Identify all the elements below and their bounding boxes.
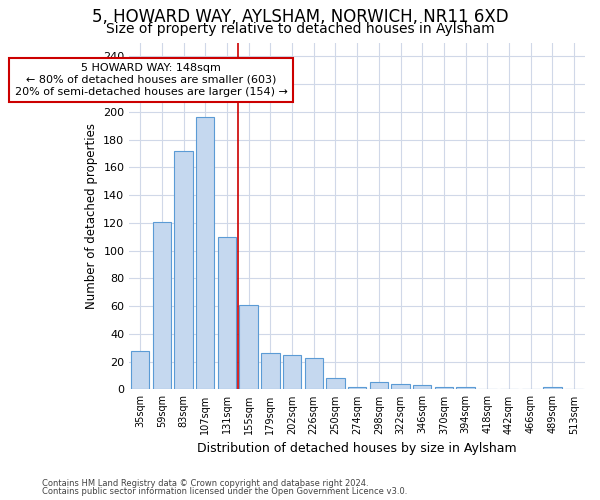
Bar xyxy=(152,222,171,390)
Text: 5 HOWARD WAY: 148sqm
← 80% of detached houses are smaller (603)
20% of semi-deta: 5 HOWARD WAY: 148sqm ← 80% of detached h… xyxy=(14,64,287,96)
Bar xyxy=(391,384,410,390)
Y-axis label: Number of detached properties: Number of detached properties xyxy=(85,123,98,309)
Bar xyxy=(413,386,431,390)
Bar xyxy=(283,354,301,390)
Text: Contains public sector information licensed under the Open Government Licence v3: Contains public sector information licen… xyxy=(42,487,407,496)
Bar xyxy=(457,386,475,390)
Bar xyxy=(175,150,193,390)
Text: Size of property relative to detached houses in Aylsham: Size of property relative to detached ho… xyxy=(106,22,494,36)
Bar xyxy=(370,382,388,390)
Bar xyxy=(348,386,367,390)
Bar xyxy=(239,305,258,390)
Bar xyxy=(218,237,236,390)
Bar xyxy=(196,118,214,390)
X-axis label: Distribution of detached houses by size in Aylsham: Distribution of detached houses by size … xyxy=(197,442,517,455)
Bar xyxy=(326,378,344,390)
Bar xyxy=(543,386,562,390)
Text: 5, HOWARD WAY, AYLSHAM, NORWICH, NR11 6XD: 5, HOWARD WAY, AYLSHAM, NORWICH, NR11 6X… xyxy=(92,8,508,26)
Bar xyxy=(131,350,149,390)
Bar xyxy=(435,386,453,390)
Bar xyxy=(305,358,323,390)
Bar xyxy=(261,354,280,390)
Text: Contains HM Land Registry data © Crown copyright and database right 2024.: Contains HM Land Registry data © Crown c… xyxy=(42,478,368,488)
